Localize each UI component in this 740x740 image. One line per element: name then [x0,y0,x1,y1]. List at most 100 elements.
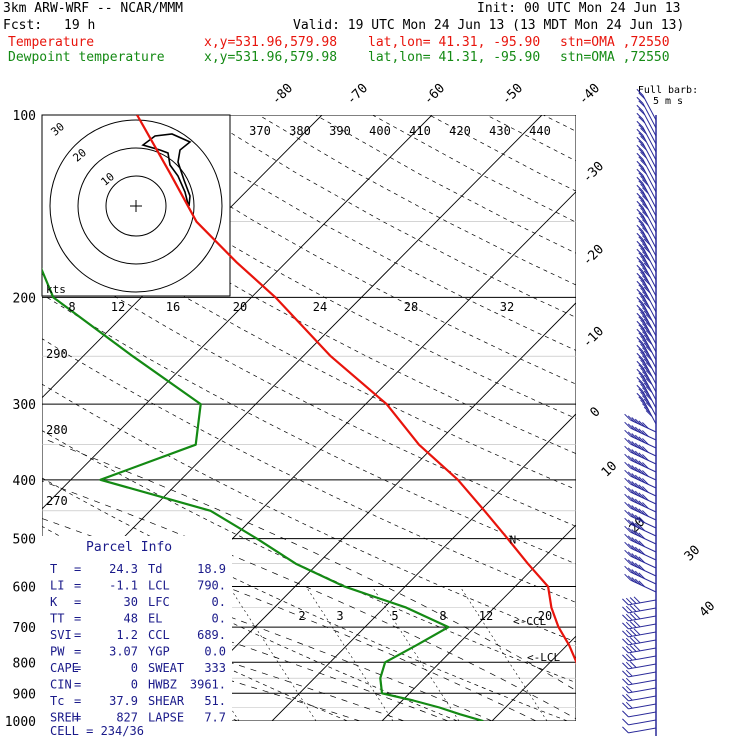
isotherm-label: -10 [580,324,607,351]
wind-barb-flag [633,604,641,612]
wind-barb-flag [640,367,647,375]
wind-barb [630,547,657,561]
wind-barb-flag [627,519,635,527]
isotherm-label: -40 [576,81,603,108]
wind-barb-flag [627,423,635,431]
wind-barb-flag [634,474,642,482]
wind-barb-flag [642,179,649,187]
wind-barb [630,539,657,553]
wind-barb-flag [636,272,644,280]
wind-barb [630,427,657,441]
wind-barb [628,687,657,694]
isotherm-line [602,115,740,721]
isotherm-line [42,115,433,510]
wind-barb-flag [643,374,651,382]
wind-barb-flag [642,470,649,477]
dry-adiabat-line [201,115,576,318]
wind-barb-flag [642,478,649,485]
parcel-value: 7.7 [204,711,226,725]
wind-barb-flag [638,196,646,204]
wind-barb-flag [622,702,629,710]
wind-barb [642,119,657,145]
wind-barb-flag [625,701,633,709]
wind-barb-flag [640,383,647,391]
wind-barb-flag [642,291,649,299]
wind-speed-tick: 32 [500,300,514,314]
wind-barb [642,111,657,137]
isotherm-line [42,115,543,621]
wind-barb-flag [625,669,633,677]
wind-barb-flag [638,316,646,324]
parcel-key: K [50,595,58,609]
pressure-label: 500 [13,533,36,548]
theta-label: 400 [369,124,391,138]
pressure-label: 600 [13,581,36,596]
wind-barb-flag [636,376,644,384]
wind-barb-flag [638,548,646,556]
wind-barb-flag [642,195,649,203]
wind-barb [628,663,657,670]
wind-barb-flag [640,335,647,343]
wind-barb-flag [638,324,646,332]
wind-barb-flag [638,348,646,356]
wind-barb [628,695,657,702]
pressure-label: 700 [13,621,36,636]
dry-adiabat-line [600,115,740,721]
parcel-key: CIN [50,678,72,692]
wind-barb-flag [625,621,633,629]
parcel-key: SHEAR [148,694,185,708]
wind-barb-flag [636,264,644,272]
wind-barb-flag [636,304,644,312]
forecast-hour: 19 h [64,18,96,33]
parcel-value: 0 [131,678,138,692]
wind-barb-flag [634,458,642,466]
wind-barb [642,199,657,225]
theta-label: 390 [329,124,351,138]
wind-barb-flag [631,545,639,552]
wind-barb-flag [642,462,649,469]
wind-barb-flag [638,564,646,572]
wind-barb-flag [642,275,649,283]
mixing-ratio-label: 5 [391,609,398,623]
wind-barb [630,523,657,537]
wind-barb-flag [634,514,642,522]
wind-barb-flag [638,468,646,476]
pressure-label: 400 [13,474,36,489]
wind-barb-flag [638,436,646,444]
wind-barb-flag [638,260,646,268]
dry-adiabat-line [42,338,576,603]
wind-barb-flag [625,685,633,693]
wind-barb-flag [627,511,635,519]
wind-barb-flag [638,556,646,564]
wind-barb-flag [636,232,644,240]
station-dewpoint: stn=OMA ,72550 [560,50,670,65]
wind-barb-flag [633,644,641,652]
wind-barb-flag [624,413,631,421]
wind-barb-flag [638,508,646,516]
dewpoint-line [42,267,484,721]
wind-barb-flag [636,336,644,344]
parcel-value: 51. [204,694,226,708]
wind-barb [630,419,657,433]
isotherm-line [271,413,576,721]
theta-left-label: 280 [46,423,68,437]
wind-barb-flag [634,426,642,434]
wind-barb-flag [640,279,647,287]
wind-barb-flag [645,386,653,393]
isotherm-label: 30 [682,543,704,565]
wind-barb-flag [642,510,649,517]
station-temperature: stn=OMA ,72550 [560,35,670,50]
wind-barb-flag [636,280,644,288]
wind-barb-flag [624,517,631,525]
wind-barb-flag [631,553,639,560]
forecast-label: Fcst: [3,18,43,33]
wind-barb [630,555,657,569]
wind-barb-flag [642,227,649,235]
wind-barb-flag [636,120,644,128]
wind-barb [642,207,657,233]
wind-barb-flag [625,645,633,653]
wind-barb-flag [638,428,646,436]
wind-barb-flag [624,429,631,437]
mixing-ratio-label: 20 [538,609,552,623]
wind-barb [642,95,657,121]
